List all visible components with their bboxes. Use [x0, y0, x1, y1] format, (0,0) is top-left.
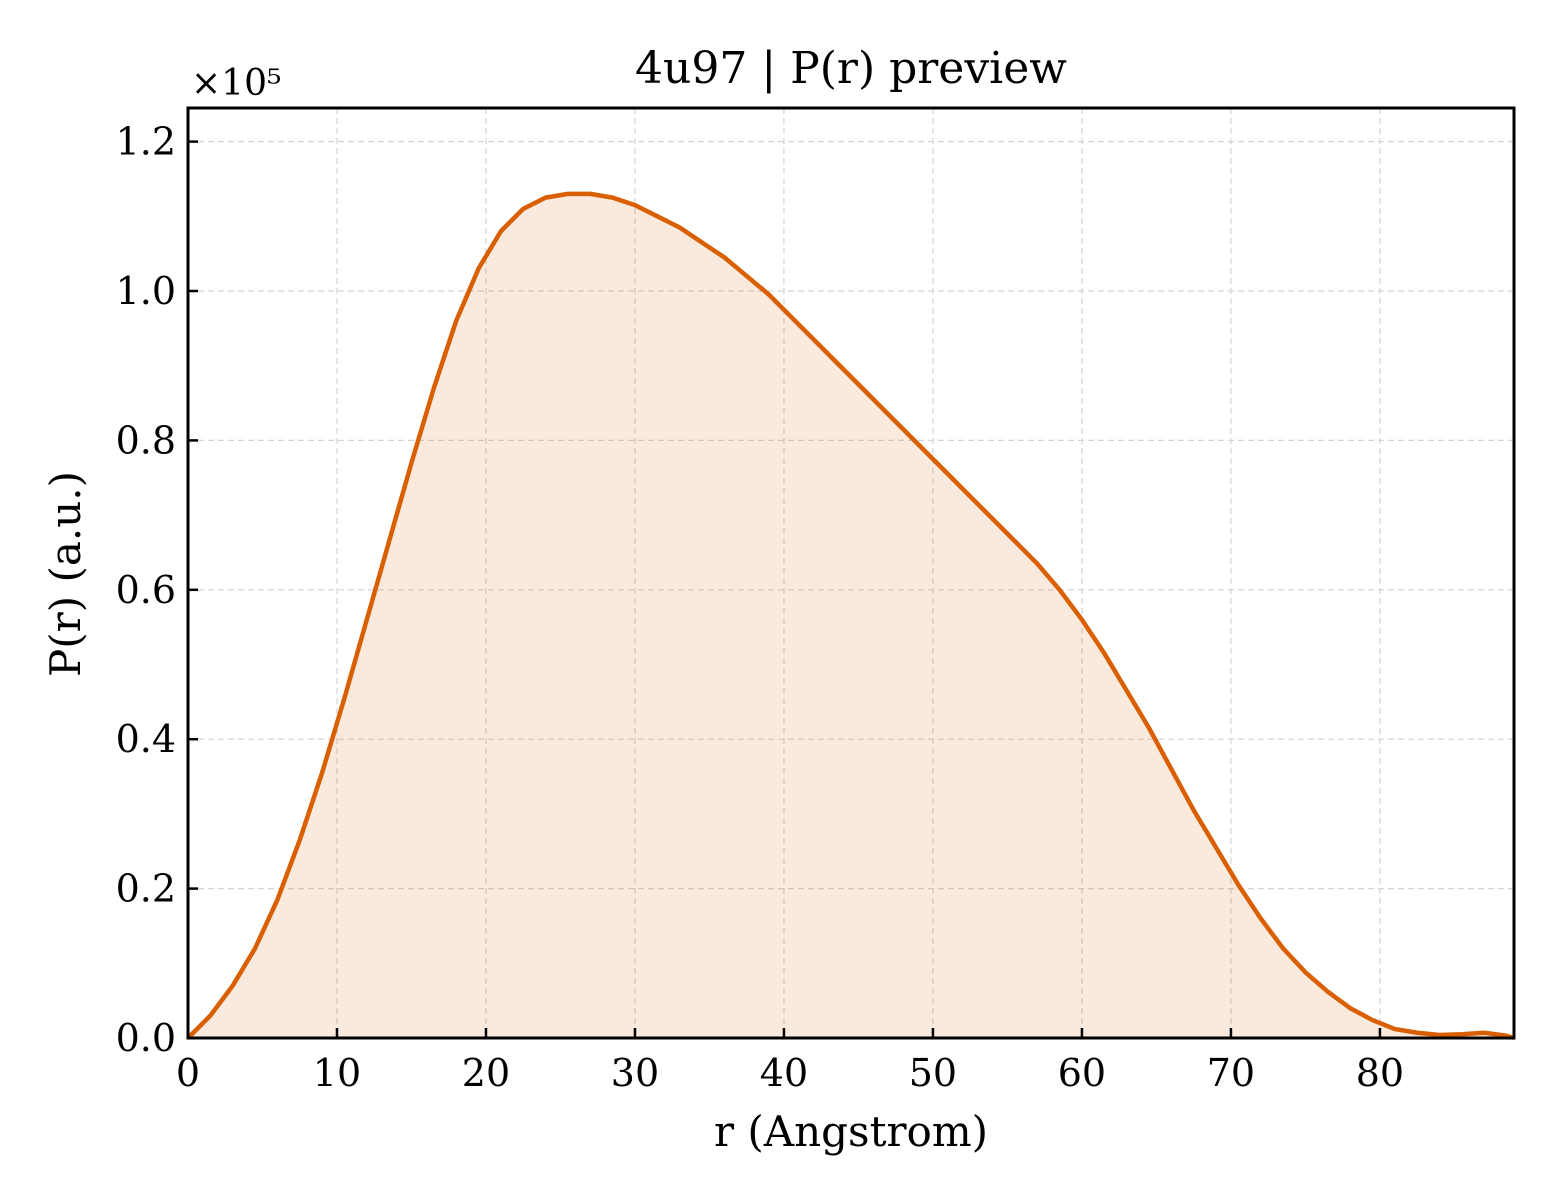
pr-curve-line [186, 191, 1515, 1041]
y-tick-label: 1.0 [116, 269, 176, 313]
grid [188, 108, 1514, 1038]
y-tick-label: 1.2 [116, 120, 176, 164]
y-tick-label: 0.6 [116, 568, 176, 612]
x-axis-label: r (Angstrom) [714, 1107, 988, 1156]
x-tick-label: 50 [909, 1051, 957, 1095]
y-tick-label: 0.2 [116, 867, 176, 911]
plot-frame [186, 106, 1516, 1040]
chart-title: 4u97 | P(r) preview [635, 43, 1067, 94]
x-tick-label: 70 [1207, 1051, 1255, 1095]
y-offset-text: ×10⁵ [191, 63, 281, 104]
x-tick-label: 40 [760, 1051, 808, 1095]
y-axis-label: P(r) (a.u.) [41, 471, 90, 677]
y-tick-label: 0.4 [116, 717, 176, 761]
axis-ticks: 0 10 20 30 40 50 60 70 80 0.0 0.2 0.4 0.6 0.8 1.0 1.2 [116, 120, 1405, 1095]
y-tick-label: 0.8 [116, 418, 176, 462]
x-tick-label: 10 [313, 1051, 361, 1095]
x-tick-label: 0 [176, 1051, 200, 1095]
x-tick-label: 60 [1058, 1051, 1106, 1095]
pr-area-fill [188, 193, 1514, 1038]
x-tick-label: 80 [1356, 1051, 1404, 1095]
x-tick-label: 30 [611, 1051, 659, 1095]
y-tick-label: 0.0 [116, 1016, 176, 1060]
x-tick-label: 20 [462, 1051, 510, 1095]
